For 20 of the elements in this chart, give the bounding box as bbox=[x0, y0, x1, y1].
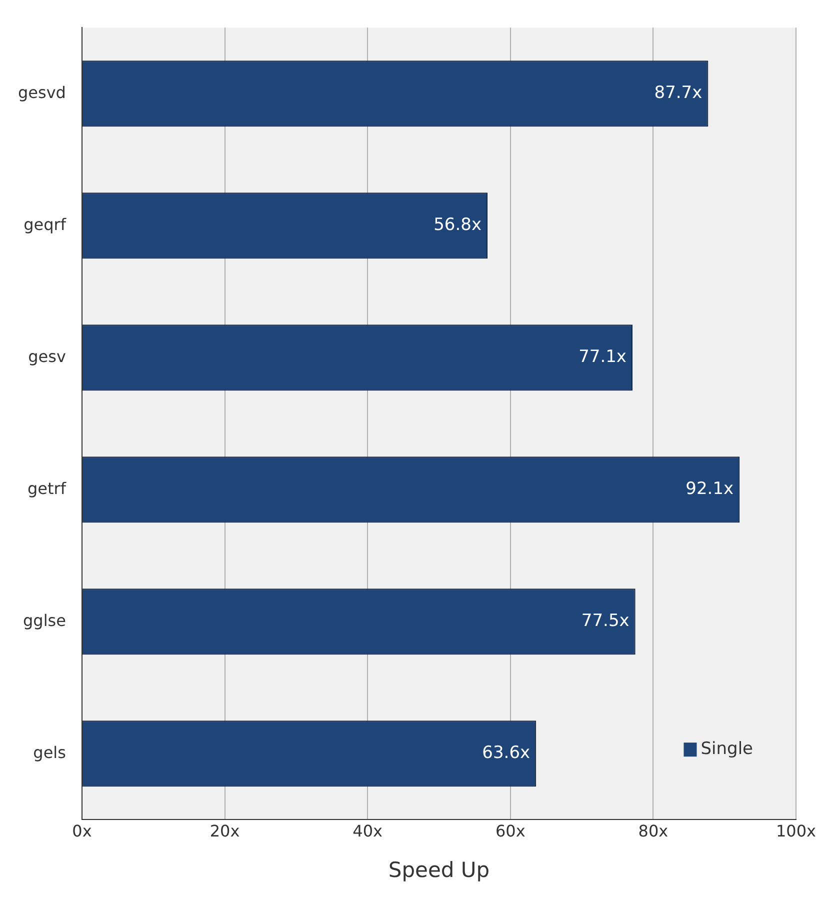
data-label: 87.7x bbox=[654, 83, 702, 104]
y-tick-label: getrf bbox=[27, 478, 66, 498]
x-axis-title: Speed Up bbox=[388, 858, 490, 882]
x-tick-label: 60x bbox=[495, 821, 526, 840]
data-label: 77.1x bbox=[578, 347, 626, 368]
x-tick-label: 40x bbox=[352, 821, 382, 840]
x-tick-label: 0x bbox=[72, 821, 92, 840]
data-label: 63.6x bbox=[482, 743, 530, 764]
y-tick-label: gglse bbox=[23, 610, 66, 630]
data-label: 92.1x bbox=[686, 479, 734, 500]
x-tick-label: 100x bbox=[776, 821, 816, 840]
y-tick-label: gesvd bbox=[18, 82, 66, 102]
data-label: 56.8x bbox=[434, 215, 482, 236]
data-label: 77.5x bbox=[581, 611, 630, 632]
y-tick-label: geqrf bbox=[24, 214, 66, 234]
x-tick-label: 20x bbox=[210, 821, 240, 840]
y-tick-label: gels bbox=[33, 742, 66, 762]
x-tick-label: 80x bbox=[638, 821, 668, 840]
y-tick-label: gesv bbox=[28, 346, 66, 366]
legend-label: Single bbox=[700, 739, 754, 760]
